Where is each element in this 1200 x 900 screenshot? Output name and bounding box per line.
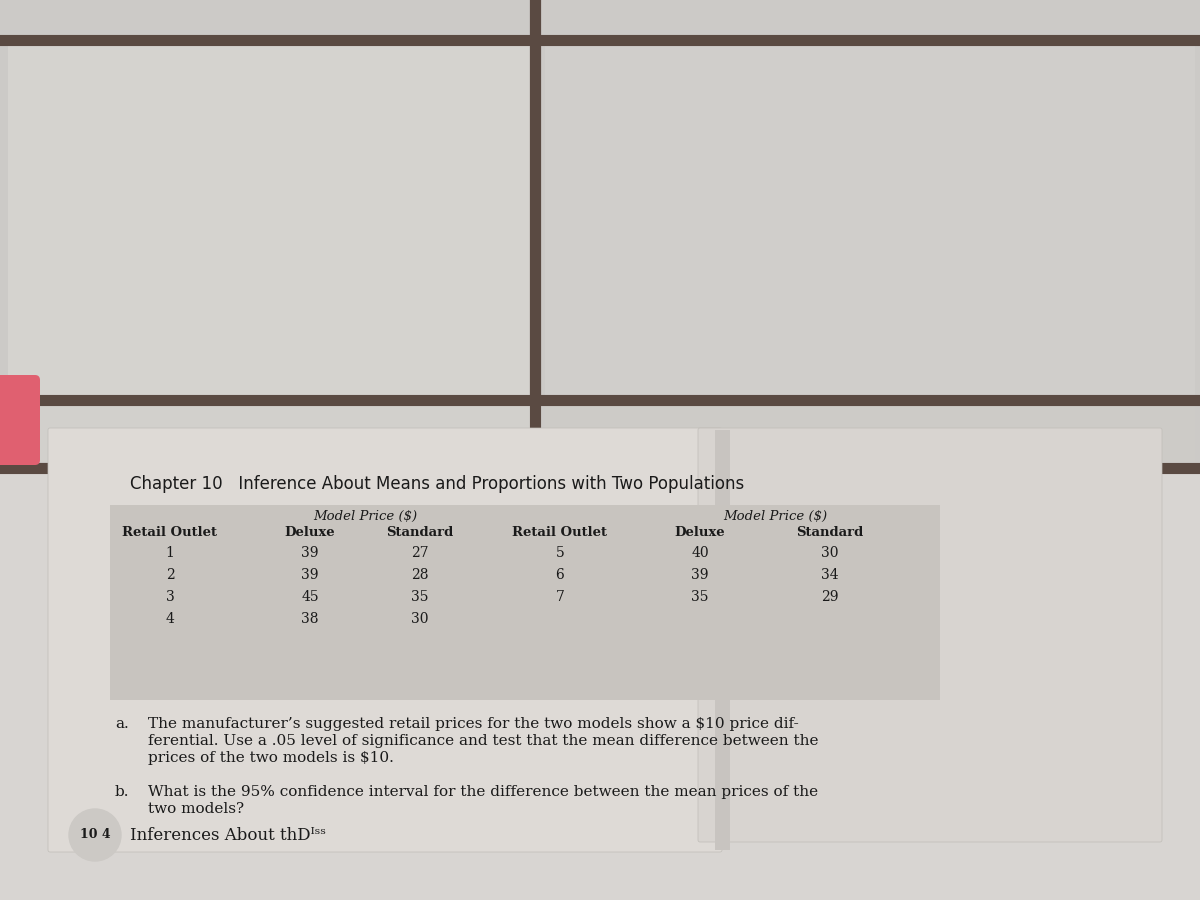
Text: Retail Outlet: Retail Outlet xyxy=(512,526,607,539)
Text: 28: 28 xyxy=(412,568,428,582)
Bar xyxy=(8,404,533,462)
Text: 30: 30 xyxy=(412,612,428,626)
Text: 34: 34 xyxy=(821,568,839,582)
Text: a.: a. xyxy=(115,717,128,731)
Text: 29: 29 xyxy=(821,590,839,604)
Bar xyxy=(715,430,730,850)
Bar xyxy=(8,40,533,395)
Text: 27: 27 xyxy=(412,546,428,560)
Text: Model Price ($): Model Price ($) xyxy=(722,510,827,523)
Text: Chapter 10   Inference About Means and Proportions with Two Populations: Chapter 10 Inference About Means and Pro… xyxy=(130,475,744,493)
Text: Deluxe: Deluxe xyxy=(284,526,335,539)
Text: Deluxe: Deluxe xyxy=(674,526,725,539)
FancyBboxPatch shape xyxy=(48,428,722,852)
Text: 35: 35 xyxy=(691,590,709,604)
Text: two models?: two models? xyxy=(148,802,244,816)
Text: 39: 39 xyxy=(301,568,319,582)
Text: prices of the two models is $10.: prices of the two models is $10. xyxy=(148,751,394,765)
Text: 30: 30 xyxy=(821,546,839,560)
Text: 40: 40 xyxy=(691,546,709,560)
Circle shape xyxy=(70,809,121,861)
FancyBboxPatch shape xyxy=(0,375,40,465)
Text: 35: 35 xyxy=(412,590,428,604)
Text: 4: 4 xyxy=(166,612,174,626)
Text: 39: 39 xyxy=(301,546,319,560)
FancyBboxPatch shape xyxy=(698,428,1162,842)
Bar xyxy=(0,0,1200,470)
Text: Standard: Standard xyxy=(797,526,864,539)
Text: Inferences About th⁠Dᴵˢˢ: Inferences About th⁠Dᴵˢˢ xyxy=(130,826,326,843)
Text: Model Price ($): Model Price ($) xyxy=(313,510,418,523)
Text: ferential. Use a .05 level of significance and test that the mean difference bet: ferential. Use a .05 level of significan… xyxy=(148,734,818,748)
Text: 1: 1 xyxy=(166,546,174,560)
Text: Retail Outlet: Retail Outlet xyxy=(122,526,217,539)
Bar xyxy=(110,505,940,700)
Text: 3: 3 xyxy=(166,590,174,604)
Bar xyxy=(545,40,1195,395)
Text: b.: b. xyxy=(115,785,130,799)
Text: 38: 38 xyxy=(301,612,319,626)
Text: 39: 39 xyxy=(691,568,709,582)
Text: 7: 7 xyxy=(556,590,564,604)
Bar xyxy=(545,404,1195,462)
Text: The manufacturer’s suggested retail prices for the two models show a $10 price d: The manufacturer’s suggested retail pric… xyxy=(148,717,799,731)
Text: 45: 45 xyxy=(301,590,319,604)
Text: Standard: Standard xyxy=(386,526,454,539)
Text: 6: 6 xyxy=(556,568,564,582)
Text: 10 4: 10 4 xyxy=(79,829,110,842)
Text: 2: 2 xyxy=(166,568,174,582)
Text: What is the 95% confidence interval for the difference between the mean prices o: What is the 95% confidence interval for … xyxy=(148,785,818,799)
Text: 5: 5 xyxy=(556,546,564,560)
